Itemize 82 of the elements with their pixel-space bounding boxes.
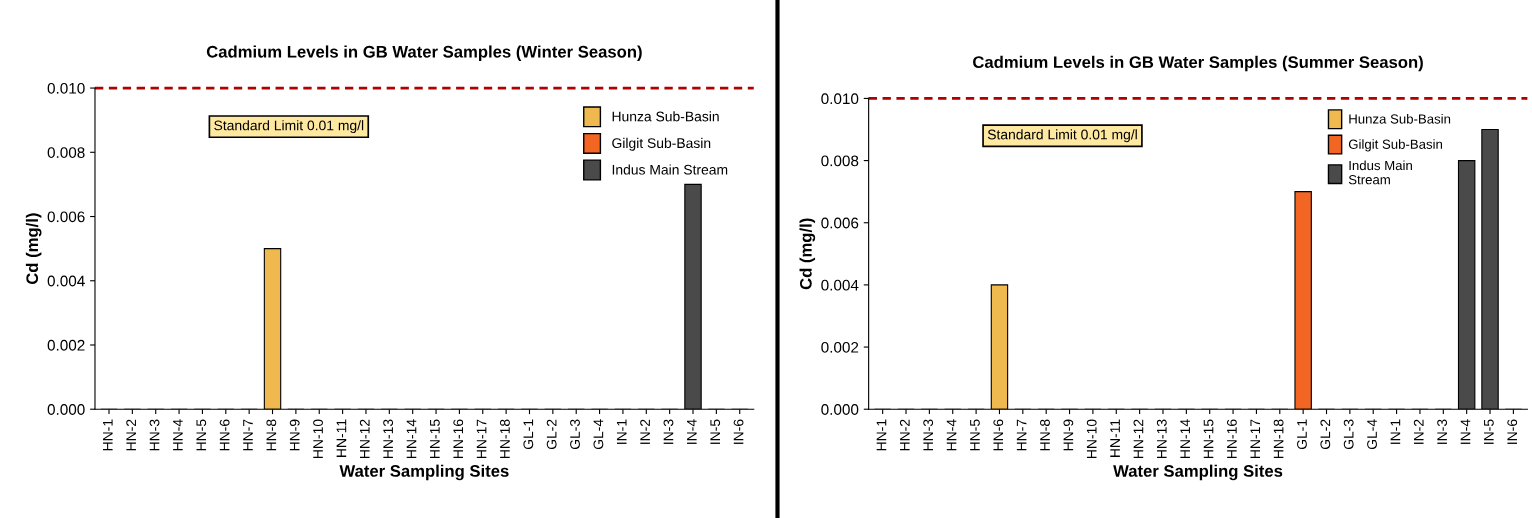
legend-label: Gilgit Sub-Basin	[612, 137, 711, 151]
legend-label: Hunza Sub-Basin	[1349, 113, 1451, 124]
x-tick-label: HN-2	[899, 419, 910, 451]
y-axis-title: Cd (mg/l)	[25, 213, 42, 285]
x-tick-label: IN-6	[1507, 419, 1518, 444]
x-tick-label: HN-1	[103, 419, 113, 451]
x-tick-label: HN-9	[289, 419, 300, 451]
y-tick-label: 0.010	[47, 82, 85, 94]
x-tick-label: HN-18	[1273, 419, 1284, 458]
y-tick-label: 0.008	[47, 147, 85, 158]
y-tick-label: 0.004	[47, 275, 85, 287]
x-tick-label: IN-6	[733, 419, 744, 444]
x-tick-label: HN-5	[970, 419, 980, 451]
legend-label: Indus Main Stream	[612, 164, 728, 175]
x-tick-label: HN-8	[266, 419, 277, 451]
x-tick-label: GL-4	[593, 419, 604, 450]
x-tick-label: GL-1	[523, 419, 534, 450]
x-axis-title: Water Sampling Sites	[1113, 464, 1283, 481]
chart-title: Cadmium Levels in GB Water Samples (Summer Season)	[973, 55, 1423, 72]
x-tick-label: IN-5	[1484, 419, 1494, 444]
x-tick-label: IN-4	[1460, 419, 1471, 444]
ref-line-label: Standard Limit 0.01 mg/l	[214, 120, 364, 134]
x-tick-label: HN-15	[430, 419, 440, 458]
y-tick-label: 0.000	[47, 404, 85, 415]
x-tick-label: IN-3	[663, 419, 674, 444]
x-tick-label: IN-1	[1390, 419, 1401, 444]
x-tick-label: IN-2	[1413, 419, 1424, 444]
x-tick-label: HN-4	[173, 419, 183, 451]
x-tick-label: HN-16	[453, 419, 464, 458]
x-tick-label: HN-8	[1040, 419, 1050, 451]
x-tick-label: HN-17	[476, 419, 487, 458]
x-tick-label: HN-14	[1180, 419, 1190, 458]
x-tick-label: GL-2	[546, 419, 557, 450]
x-tick-label: HN-5	[196, 419, 207, 451]
y-tick-label: 0.006	[821, 217, 859, 229]
legend-label: Indus Main Stream	[1348, 160, 1412, 185]
x-tick-label: HN-11	[1110, 419, 1120, 457]
y-axis-title: Cd (mg/l)	[799, 218, 816, 290]
y-tick-label: 0.008	[821, 155, 859, 167]
x-tick-label: HN-17	[1250, 419, 1261, 458]
x-tick-label: GL-3	[1343, 419, 1354, 450]
ref-line-label: Standard Limit 0.01 mg/l	[987, 129, 1137, 143]
x-tick-label: HN-7	[243, 419, 253, 451]
chart-title: Cadmium Levels in GB Water Samples (Winter Season)	[206, 45, 642, 61]
x-tick-label: HN-6	[219, 419, 230, 451]
x-tick-label: HN-12	[359, 419, 370, 458]
x-tick-label: HN-1	[876, 419, 887, 451]
x-tick-label: HN-10	[1086, 419, 1097, 458]
x-tick-label: IN-2	[640, 419, 650, 444]
x-tick-label: IN-4	[687, 419, 697, 444]
x-tick-label: HN-9	[1063, 419, 1074, 451]
x-tick-label: IN-5	[710, 419, 721, 444]
y-tick-label: 0.002	[47, 339, 85, 351]
x-tick-label: HN-7	[1016, 419, 1027, 451]
x-tick-label: HN-14	[406, 419, 417, 458]
x-tick-label: HN-12	[1133, 419, 1144, 458]
x-tick-label: IN-1	[616, 419, 627, 444]
x-tick-label: HN-3	[149, 419, 160, 451]
y-tick-label: 0.010	[821, 93, 859, 105]
x-tick-label: HN-10	[313, 419, 323, 458]
x-tick-label: HN-3	[923, 419, 934, 451]
x-tick-label: HN-6	[993, 419, 1004, 451]
x-tick-label: HN-13	[1156, 419, 1167, 458]
legend-label: Gilgit Sub-Basin	[1348, 139, 1442, 152]
x-tick-label: HN-15	[1203, 419, 1214, 458]
y-tick-label: 0.002	[821, 341, 859, 353]
x-tick-label: HN-13	[383, 419, 394, 458]
y-tick-label: 0.006	[47, 211, 85, 223]
y-tick-label: 0.004	[821, 279, 859, 291]
x-tick-label: GL-4	[1367, 419, 1377, 450]
x-axis-title: Water Sampling Sites	[339, 464, 509, 481]
x-tick-label: HN-2	[126, 419, 136, 451]
x-tick-label: IN-3	[1437, 419, 1448, 444]
x-tick-label: HN-18	[500, 419, 510, 458]
x-tick-label: GL-3	[570, 419, 580, 450]
x-tick-label: HN-11	[336, 419, 347, 457]
x-tick-label: GL-1	[1297, 419, 1307, 450]
x-tick-label: GL-2	[1320, 419, 1331, 450]
legend-label: Hunza Sub-Basin	[612, 111, 719, 122]
x-tick-label: HN-16	[1226, 419, 1237, 458]
x-tick-label: HN-4	[946, 419, 957, 451]
y-tick-label: 0.000	[821, 404, 859, 415]
